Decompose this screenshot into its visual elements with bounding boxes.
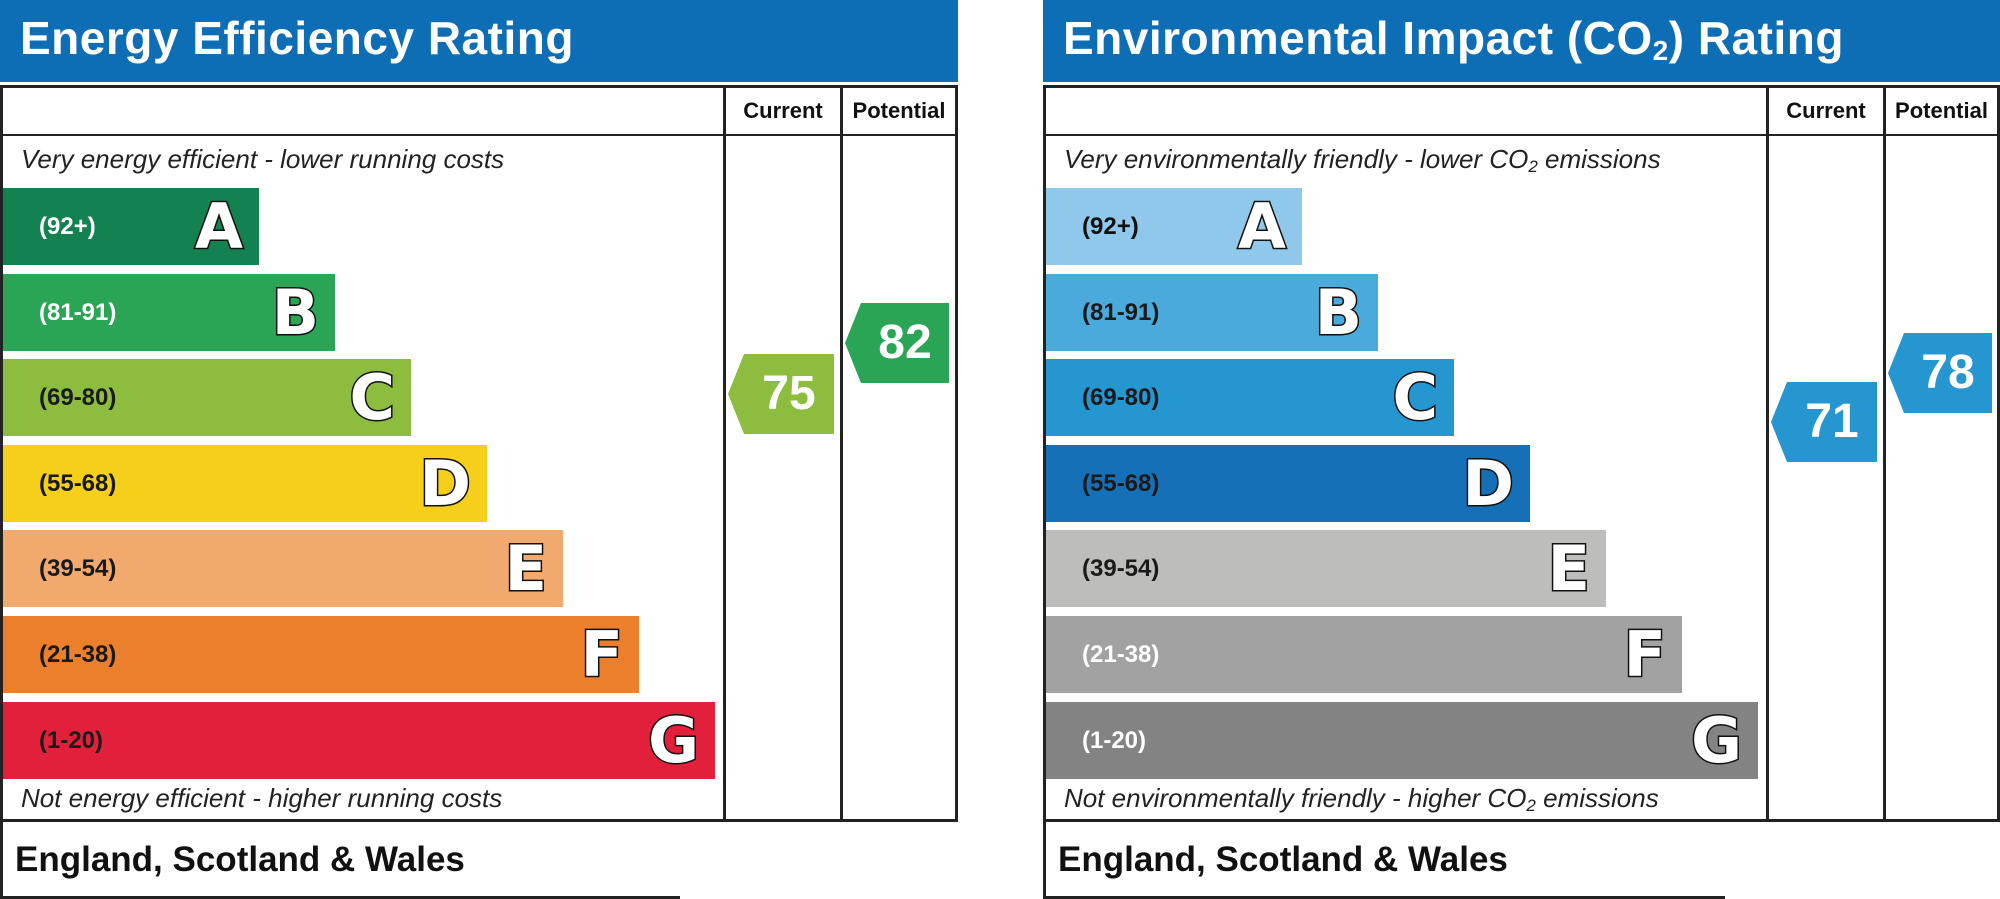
- column-divider: [840, 88, 843, 819]
- top-caption-end: emissions: [1537, 144, 1661, 174]
- band-range-label: (92+): [1082, 213, 1139, 240]
- band-range-label: (69-80): [39, 384, 117, 412]
- footer-region-label: England, Scotland & Wales: [1058, 840, 1508, 879]
- band-range-label: (69-80): [1082, 384, 1160, 412]
- current-rating-value: 71: [1805, 395, 1859, 449]
- header-rule: [3, 134, 955, 136]
- band-letter: G: [647, 702, 701, 778]
- band-range-label: (39-54): [1082, 555, 1160, 583]
- rating-band-a: (92+) A: [3, 188, 259, 265]
- band-range-label: (55-68): [39, 469, 117, 497]
- bottom-caption-main: Not environmentally friendly - higher CO: [1064, 783, 1527, 813]
- band-letter: B: [1313, 274, 1363, 350]
- current-rating-marker: [1771, 382, 1877, 463]
- current-column-header: Current: [743, 98, 823, 123]
- potential-rating-value: 78: [1921, 346, 1975, 400]
- rating-band-c: (69-80) C: [1046, 359, 1454, 437]
- environmental-impact-panel: Environmental Impact (CO2) Rating Curren…: [1043, 0, 2000, 899]
- title-bar: Environmental Impact (CO2) Rating: [1043, 0, 2000, 82]
- bottom-caption: Not energy efficient - higher running co…: [21, 783, 503, 813]
- band-range-label: (81-91): [1082, 298, 1160, 326]
- rating-band-c: (69-80) C: [3, 359, 411, 437]
- band-range-label: (81-91): [39, 298, 117, 326]
- potential-rating-marker: [845, 302, 949, 383]
- band-letter: C: [348, 360, 396, 436]
- energy-efficiency-panel: Energy Efficiency Rating Current Potenti…: [0, 0, 958, 899]
- title-subscript: 2: [1652, 35, 1669, 66]
- band-range-label: (92+): [39, 213, 96, 240]
- footer-region: England, Scotland & Wales: [1043, 822, 1725, 899]
- footer-region-label: England, Scotland & Wales: [15, 840, 465, 879]
- rating-band-g: (1-20) G: [1046, 701, 1758, 779]
- band-letter: E: [1546, 531, 1591, 607]
- potential-rating-arrow: [845, 302, 949, 383]
- rating-band-b: (81-91) B: [3, 273, 335, 351]
- rating-band-f: (21-38) F: [3, 616, 639, 693]
- rating-frame: Current Potential Very environmentally f…: [1043, 85, 2000, 822]
- current-rating-arrow: [1771, 382, 1877, 463]
- band-letter: B: [270, 274, 320, 350]
- bottom-caption-sub: 2: [1526, 796, 1536, 815]
- potential-column-header: Potential: [1895, 98, 1988, 123]
- rating-band-b: (81-91) B: [1046, 273, 1378, 351]
- rating-band-e: (39-54) E: [3, 530, 563, 608]
- title-main: Environmental Impact (CO: [1063, 12, 1653, 64]
- footer-region: England, Scotland & Wales: [0, 822, 680, 899]
- band-letter: F: [579, 617, 624, 693]
- bottom-caption-end: emissions: [1535, 783, 1659, 813]
- band-range-label: (39-54): [39, 555, 117, 583]
- band-letter: F: [1622, 617, 1667, 693]
- column-divider: [1766, 88, 1769, 819]
- current-column-header: Current: [1786, 98, 1866, 123]
- chart-title: Energy Efficiency Rating: [20, 12, 574, 64]
- band-letter: A: [194, 189, 245, 265]
- rating-band-e: (39-54) E: [1046, 530, 1606, 608]
- bottom-caption: Not environmentally friendly - higher CO…: [1064, 783, 1659, 816]
- band-letter: E: [503, 531, 548, 607]
- band-letter: A: [1237, 189, 1288, 265]
- band-range-label: (21-38): [1082, 641, 1160, 668]
- potential-rating-arrow: [1888, 333, 1992, 414]
- rating-frame: Current Potential Very energy efficient …: [0, 85, 958, 822]
- current-rating-marker: [728, 354, 834, 435]
- band-range-label: (1-20): [1082, 726, 1147, 754]
- band-range-label: (55-68): [1082, 469, 1160, 497]
- band-range-label: (21-38): [39, 641, 117, 668]
- current-rating-arrow: [728, 354, 834, 435]
- top-caption-main: Very environmentally friendly - lower CO: [1064, 144, 1529, 174]
- top-caption-sub: 2: [1528, 157, 1538, 176]
- top-caption: Very environmentally friendly - lower CO…: [1064, 144, 1661, 177]
- column-divider: [1883, 88, 1886, 819]
- band-letter: D: [1461, 445, 1515, 521]
- title-end: ) Rating: [1668, 12, 1844, 64]
- band-letter: C: [1391, 360, 1439, 436]
- rating-band-d: (55-68) D: [3, 444, 487, 522]
- rating-band-g: (1-20) G: [3, 701, 715, 779]
- top-caption: Very energy efficient - lower running co…: [21, 144, 505, 174]
- potential-column-header: Potential: [852, 98, 946, 123]
- rating-band-a: (92+) A: [1046, 188, 1302, 265]
- band-letter: D: [418, 445, 472, 521]
- band-range-label: (1-20): [39, 726, 104, 754]
- potential-rating-value: 82: [878, 315, 932, 369]
- band-letter: G: [1690, 702, 1744, 778]
- column-divider: [723, 88, 726, 819]
- current-rating-value: 75: [762, 367, 816, 421]
- rating-band-d: (55-68) D: [1046, 444, 1530, 522]
- rating-band-f: (21-38) F: [1046, 616, 1682, 693]
- chart-title: Environmental Impact (CO2) Rating: [1063, 11, 1844, 67]
- potential-rating-marker: [1888, 333, 1992, 414]
- header-rule: [1046, 134, 1997, 136]
- title-bar: Energy Efficiency Rating: [0, 0, 958, 82]
